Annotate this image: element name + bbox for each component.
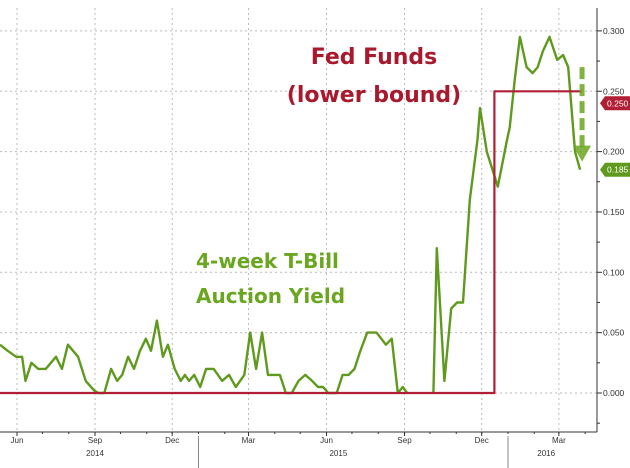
y-tick-label: 0.200	[603, 147, 625, 157]
tbill-annotation-line1: 4-week T-Bill	[196, 249, 339, 273]
y-tick-label: 0.150	[603, 207, 625, 217]
y-tick-label: 0.100	[603, 267, 625, 277]
x-tick-label: Mar	[242, 436, 256, 445]
y-tick-label: 0.250	[603, 86, 625, 96]
y-tick-label: 0.050	[603, 328, 625, 338]
year-label: 2016	[537, 449, 555, 458]
tbill-badge	[600, 162, 630, 177]
fedfunds-line	[0, 90, 582, 395]
y-tick-label: 0.000	[603, 388, 625, 398]
tbill-line	[0, 35, 582, 395]
x-tick-label: Dec	[475, 436, 489, 445]
y-axis: 0.300 0.250 0.200 0.150 0.100 0.050 0.000	[596, 8, 625, 432]
down-arrow-head	[573, 145, 592, 162]
x-tick-label: Jun	[11, 436, 24, 445]
tbill-badge-label: 0.185	[607, 165, 629, 175]
x-tick-label: Dec	[165, 436, 179, 445]
x-tick-label: Jun	[320, 436, 333, 445]
x-tick-label: Mar	[552, 436, 566, 445]
fedfunds-badge-label: 0.250	[607, 98, 629, 108]
fedfunds-badge	[600, 96, 630, 111]
x-tick-label: Sep	[88, 436, 103, 445]
x-axis: Jun Sep Dec Mar Jun Sep Dec Mar 2014 2015 2016	[0, 431, 597, 468]
year-label: 2015	[329, 449, 347, 458]
year-label: 2014	[86, 449, 104, 458]
fedfunds-annotation-line1: Fed Funds	[311, 45, 438, 70]
tbill-annotation-line2: Auction Yield	[196, 284, 345, 308]
series-layer	[0, 35, 592, 395]
fedfunds-annotation-line2: (lower bound)	[287, 83, 461, 108]
x-tick-label: Sep	[397, 436, 412, 445]
y-tick-label: 0.300	[603, 26, 625, 36]
badges: 0.250 0.185	[600, 96, 630, 177]
grid	[0, 8, 597, 432]
